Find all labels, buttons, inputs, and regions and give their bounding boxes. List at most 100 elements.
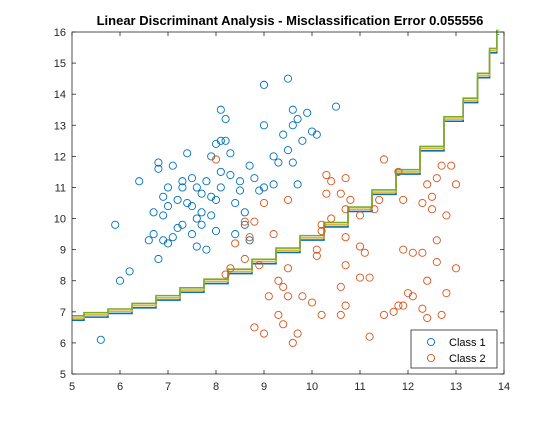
class-2-point	[370, 205, 379, 214]
class-1-point	[250, 174, 259, 183]
class-2-point	[408, 292, 417, 301]
class-2-point	[264, 292, 273, 301]
class-1-point	[154, 164, 163, 173]
class-1-point	[245, 236, 254, 245]
class-2-point	[442, 211, 451, 220]
class-2-point	[322, 189, 331, 198]
class-1-point	[163, 202, 173, 211]
class-1-point	[183, 149, 192, 158]
class-2-point	[288, 338, 297, 347]
class-1-point	[96, 335, 105, 344]
class-2-point	[283, 195, 293, 204]
class-2-point	[437, 161, 446, 170]
x-tick-label: 7	[165, 381, 171, 393]
class-1-point	[163, 239, 173, 248]
class-2-point	[293, 329, 302, 338]
class-2-point	[379, 155, 389, 164]
class-1-point	[283, 74, 293, 83]
class-1-point	[202, 245, 211, 254]
class-1-point	[187, 174, 197, 183]
class-1-point	[207, 211, 216, 220]
class-2-point	[341, 261, 350, 270]
class-1-point	[259, 183, 269, 192]
class-1-point	[159, 192, 168, 201]
class-1-point	[259, 80, 269, 89]
class-2-point	[451, 264, 461, 273]
class-2-point	[279, 320, 288, 329]
class-1-point	[231, 198, 240, 208]
legend-box	[410, 329, 498, 369]
class-2-point	[432, 258, 441, 267]
class-1-point	[197, 220, 206, 229]
y-tick-label: 12	[54, 151, 66, 163]
class-1-point	[235, 177, 245, 186]
class-1-point	[149, 230, 158, 239]
class-2-point	[269, 230, 278, 239]
class-1-point	[240, 220, 249, 229]
class-1-point	[288, 121, 297, 130]
class-2-point	[418, 304, 427, 313]
class-2-point	[317, 226, 326, 236]
class-2-point	[355, 211, 365, 220]
class-1-point	[221, 136, 230, 145]
class-1-point	[240, 208, 249, 217]
class-1-point	[226, 170, 235, 180]
y-tick-label: 5	[60, 369, 66, 381]
class-2-point	[298, 292, 307, 301]
y-tick-label: 16	[54, 27, 66, 39]
y-tick-label: 13	[54, 120, 66, 132]
class-2-point	[317, 310, 326, 319]
class-1-point	[216, 167, 225, 176]
class-1-point	[288, 158, 297, 167]
class-1-point	[168, 161, 177, 170]
class-1-point	[279, 130, 288, 139]
class-2-point	[442, 289, 451, 298]
class-2-point	[432, 236, 441, 245]
x-tick-label: 6	[117, 381, 123, 393]
class-1-point	[216, 105, 225, 114]
y-tick-label: 14	[54, 89, 66, 101]
class-2-point	[250, 323, 259, 332]
class-2-point	[283, 264, 293, 273]
class-1-point	[149, 208, 158, 217]
class-2-point	[327, 214, 336, 223]
class-2-point	[259, 329, 269, 338]
class-2-point	[394, 301, 403, 310]
class-1-point	[192, 214, 201, 223]
class-1-point	[111, 220, 120, 229]
class-1-point	[283, 146, 293, 155]
class-2-point	[423, 313, 432, 323]
class-2-point	[231, 239, 240, 248]
class-1-point	[187, 230, 197, 239]
class-2-point	[365, 273, 374, 282]
class-1-point	[192, 242, 201, 251]
class-2-point	[355, 273, 365, 282]
class-1-point	[168, 233, 177, 242]
y-tick-label: 10	[54, 214, 66, 226]
class-1-point	[231, 230, 240, 239]
class-1-point	[288, 105, 297, 114]
class-1-point	[115, 276, 125, 285]
class-2-point	[418, 248, 427, 257]
x-tick-label: 14	[498, 381, 510, 393]
x-tick-label: 11	[354, 381, 365, 393]
class-2-point	[379, 310, 389, 319]
class-1-point	[216, 136, 225, 145]
class-2-point	[437, 310, 446, 319]
class-2-point	[399, 301, 408, 310]
axes-box	[71, 31, 505, 375]
class-2-point	[375, 195, 384, 204]
class-2-point	[336, 189, 345, 198]
class-1-point	[293, 180, 302, 189]
class-2-point	[451, 180, 461, 189]
legend-label-class-1: Class 1	[449, 337, 486, 349]
class-2-point	[399, 245, 408, 254]
class-2-point	[240, 217, 249, 226]
class-1-point	[154, 158, 163, 167]
class-1-point	[202, 177, 211, 186]
class-2-point	[274, 276, 283, 285]
class-2-point	[346, 195, 355, 204]
class-2-point	[399, 195, 408, 204]
class-2-point	[389, 307, 398, 316]
